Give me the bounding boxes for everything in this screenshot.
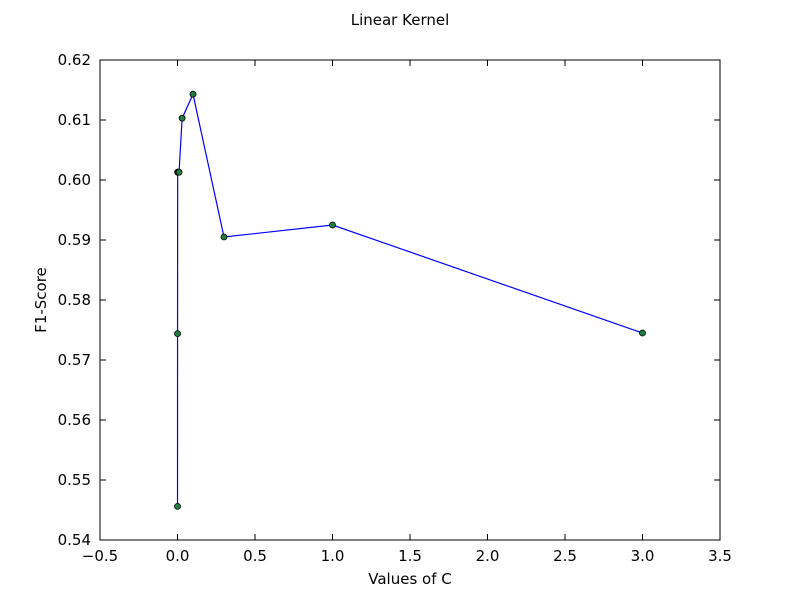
data-point [175, 168, 183, 176]
data-point [220, 233, 228, 241]
data-point [174, 502, 181, 510]
plot-frame [99, 59, 721, 541]
data-point [189, 90, 197, 98]
data-point [639, 329, 646, 337]
data-point [178, 114, 186, 122]
y-tick-label: 0.57 [58, 351, 91, 369]
x-tick-label: −0.5 [82, 547, 118, 565]
series-line [176, 92, 643, 507]
data-point [329, 221, 336, 229]
y-tick-label: 0.56 [58, 411, 91, 429]
y-tick-label: 0.55 [58, 471, 91, 489]
x-tick-label: 1.5 [398, 547, 422, 565]
y-tick-label: 0.62 [58, 51, 91, 69]
axis-ticks: −0.5 0.0 0.5 1.0 1.5 2.0 2.5 3.0 3.5 0.54 0.55 0.56… [58, 51, 732, 565]
x-tick-label: 2.5 [553, 547, 577, 565]
chart-title: Linear Kernel [351, 11, 450, 29]
plot-area [174, 90, 646, 510]
x-tick-label: 3.5 [708, 547, 732, 565]
x-tick-label: 2.0 [476, 547, 500, 565]
y-tick-label: 0.60 [58, 171, 91, 189]
y-tick-label: 0.61 [58, 111, 91, 129]
x-tick-label: 0.0 [166, 547, 190, 565]
x-tick-label: 3.0 [631, 547, 655, 565]
x-tick-label: 0.5 [243, 547, 267, 565]
y-tick-label: 0.59 [58, 231, 91, 249]
x-axis-label: Values of C [368, 570, 451, 588]
y-tick-label: 0.58 [58, 291, 91, 309]
y-tick-label: 0.54 [58, 531, 91, 549]
y-axis-label: F1-Score [32, 267, 50, 333]
x-tick-label: 1.0 [321, 547, 345, 565]
data-point [174, 330, 181, 338]
